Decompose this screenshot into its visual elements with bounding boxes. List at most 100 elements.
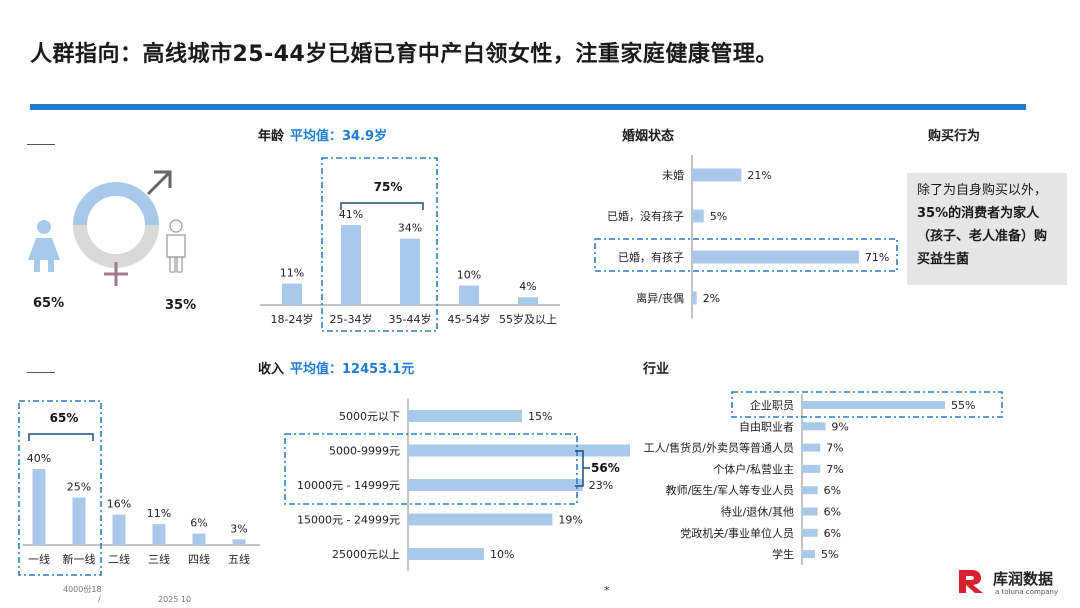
bar-value-label: 5% bbox=[821, 548, 838, 561]
income-highlight-box bbox=[284, 433, 578, 505]
city-bracket bbox=[28, 433, 94, 441]
male-arrow-icon bbox=[146, 170, 172, 196]
bar-4 bbox=[408, 548, 484, 560]
buying-behavior-box: 除了为自身购买以外， 35%的消费者为家人 （孩子、老人准备）购 买益生菌 bbox=[907, 173, 1067, 285]
bar-value-label: 7% bbox=[826, 463, 843, 476]
bar-0 bbox=[692, 168, 742, 182]
bar-value-label: 16% bbox=[107, 498, 131, 511]
category-label: 党政机关/事业单位人员 bbox=[680, 526, 794, 540]
category-label: 一线 bbox=[28, 552, 50, 566]
male-percentage: 35% bbox=[165, 298, 197, 313]
category-label: 学生 bbox=[772, 547, 794, 561]
category-label: 自由职业者 bbox=[739, 419, 794, 433]
brand-subtitle: a toluna company bbox=[995, 588, 1059, 596]
bar-0 bbox=[802, 401, 945, 409]
category-label: 10000元 - 14999元 bbox=[297, 479, 400, 492]
bar-value-label: 19% bbox=[558, 514, 582, 527]
category-label: 五线 bbox=[228, 552, 250, 566]
bar-1 bbox=[408, 444, 630, 457]
bar-value-label: 7% bbox=[826, 442, 843, 455]
industry-section-label: 行业 bbox=[643, 362, 670, 377]
category-label: 25000元以上 bbox=[332, 548, 400, 561]
industry-highlight-box bbox=[731, 391, 1003, 418]
buying-line-2: 35%的消费者为家人 bbox=[917, 206, 1040, 221]
brand-logo-icon bbox=[959, 570, 983, 593]
bar-value-label: 23% bbox=[589, 479, 613, 492]
age-section-label: 年龄 平均值：34.9岁 bbox=[258, 125, 387, 144]
category-label: 5000元以下 bbox=[339, 410, 400, 423]
bar-value-label: 6% bbox=[824, 506, 841, 519]
category-label: 工人/售货员/外卖员等普通人员 bbox=[644, 441, 794, 455]
buying-line-4: 买益生菌 bbox=[917, 252, 970, 267]
bar-2 bbox=[400, 238, 420, 305]
bar-3 bbox=[408, 513, 553, 526]
category-label: 15000元 - 24999元 bbox=[297, 514, 400, 527]
bar-value-label: 3% bbox=[230, 522, 247, 535]
age-average: 平均值：34.9岁 bbox=[290, 129, 388, 144]
category-label: 三线 bbox=[148, 552, 170, 566]
bar-value-label: 40% bbox=[27, 452, 51, 465]
bar-value-label: 11% bbox=[147, 507, 171, 520]
marriage-chart: 21% 未婚 5% 已婚，没有孩子 71% 已婚，有孩子 2% 离异/丧偶 bbox=[594, 155, 898, 319]
bar-value-label: 6% bbox=[190, 517, 207, 530]
bar-value-label: 4% bbox=[519, 280, 536, 293]
bar-0 bbox=[408, 410, 522, 422]
category-label: 已婚，有孩子 bbox=[618, 250, 684, 264]
bar-value-label: 25% bbox=[67, 481, 91, 494]
bar-value-label: 6% bbox=[824, 527, 841, 540]
bar-value-label: 71% bbox=[865, 251, 889, 264]
income-label: 收入 bbox=[258, 362, 285, 377]
industry-chart: 55% 企业职员 9% 自由职业者 7% 工人/售货员/外卖员等普通人员 7% 个体户/私营业… bbox=[644, 391, 1003, 565]
bar-value-label: 34% bbox=[398, 222, 422, 235]
age-chart: 11% 18-24岁 41% 25-34岁 34% 35-44岁 10% 45-54岁 4% 55… bbox=[260, 157, 560, 332]
marriage-section-label: 婚姻状态 bbox=[622, 129, 675, 144]
category-label: 二线 bbox=[108, 552, 130, 566]
bar-1 bbox=[802, 422, 826, 431]
income-average: 平均值：12453.1元 bbox=[290, 362, 415, 377]
footer-star: * bbox=[604, 584, 610, 597]
category-label: 教师/医生/军人等专业人员 bbox=[666, 483, 794, 497]
brand-name: 库润数据 bbox=[993, 570, 1054, 588]
bar-value-label: 55% bbox=[951, 399, 975, 412]
income-section-label: 收入 平均值：12453.1元 bbox=[258, 358, 414, 377]
footer-note-slash: / bbox=[98, 595, 101, 604]
income-group-label: 56% bbox=[591, 461, 620, 475]
bar-7 bbox=[802, 550, 815, 559]
bar-3 bbox=[459, 285, 479, 305]
bar-6 bbox=[802, 528, 818, 537]
bar-4 bbox=[192, 533, 206, 545]
divider-city bbox=[27, 372, 55, 373]
category-label: 55岁及以上 bbox=[499, 312, 557, 326]
bar-4 bbox=[802, 486, 818, 495]
male-person-icon bbox=[166, 219, 186, 273]
age-bracket bbox=[340, 202, 424, 210]
bar-value-label: 6% bbox=[824, 484, 841, 497]
category-label: 未婚 bbox=[662, 168, 684, 182]
gender-ring bbox=[73, 182, 159, 268]
bar-value-label: 5% bbox=[710, 210, 727, 223]
title-underline-bar bbox=[30, 104, 1026, 110]
footer-note: 4000份18 bbox=[63, 585, 102, 594]
bar-1 bbox=[72, 497, 86, 545]
city-group-label: 65% bbox=[50, 411, 79, 425]
female-percentage: 65% bbox=[33, 296, 65, 311]
bar-0 bbox=[32, 469, 46, 545]
buying-section-label: 购买行为 bbox=[928, 129, 981, 144]
bar-value-label: 11% bbox=[280, 267, 304, 280]
category-label: 新一线 bbox=[63, 552, 96, 566]
bar-3 bbox=[802, 464, 821, 473]
bar-value-label: 21% bbox=[747, 169, 771, 182]
page-title: 人群指向：高线城市25-44岁已婚已育中产白领女性，注重家庭健康管理。 bbox=[30, 42, 778, 67]
category-label: 个体户/私营业主 bbox=[713, 462, 794, 476]
buying-line-3: （孩子、老人准备）购 bbox=[917, 229, 1048, 244]
bar-value-label: 10% bbox=[457, 269, 481, 282]
city-chart: 40% 一线 25% 新一线 16% 二线 11% 三线 6% 四线 3% 五线 65% bbox=[18, 400, 260, 576]
category-label: 企业职员 bbox=[750, 398, 794, 412]
age-label: 年龄 bbox=[258, 129, 285, 144]
bar-3 bbox=[692, 291, 697, 305]
category-label: 已婚，没有孩子 bbox=[607, 209, 684, 223]
category-label: 待业/退休/其他 bbox=[721, 505, 794, 519]
category-label: 四线 bbox=[188, 552, 210, 566]
bar-5 bbox=[232, 539, 246, 545]
